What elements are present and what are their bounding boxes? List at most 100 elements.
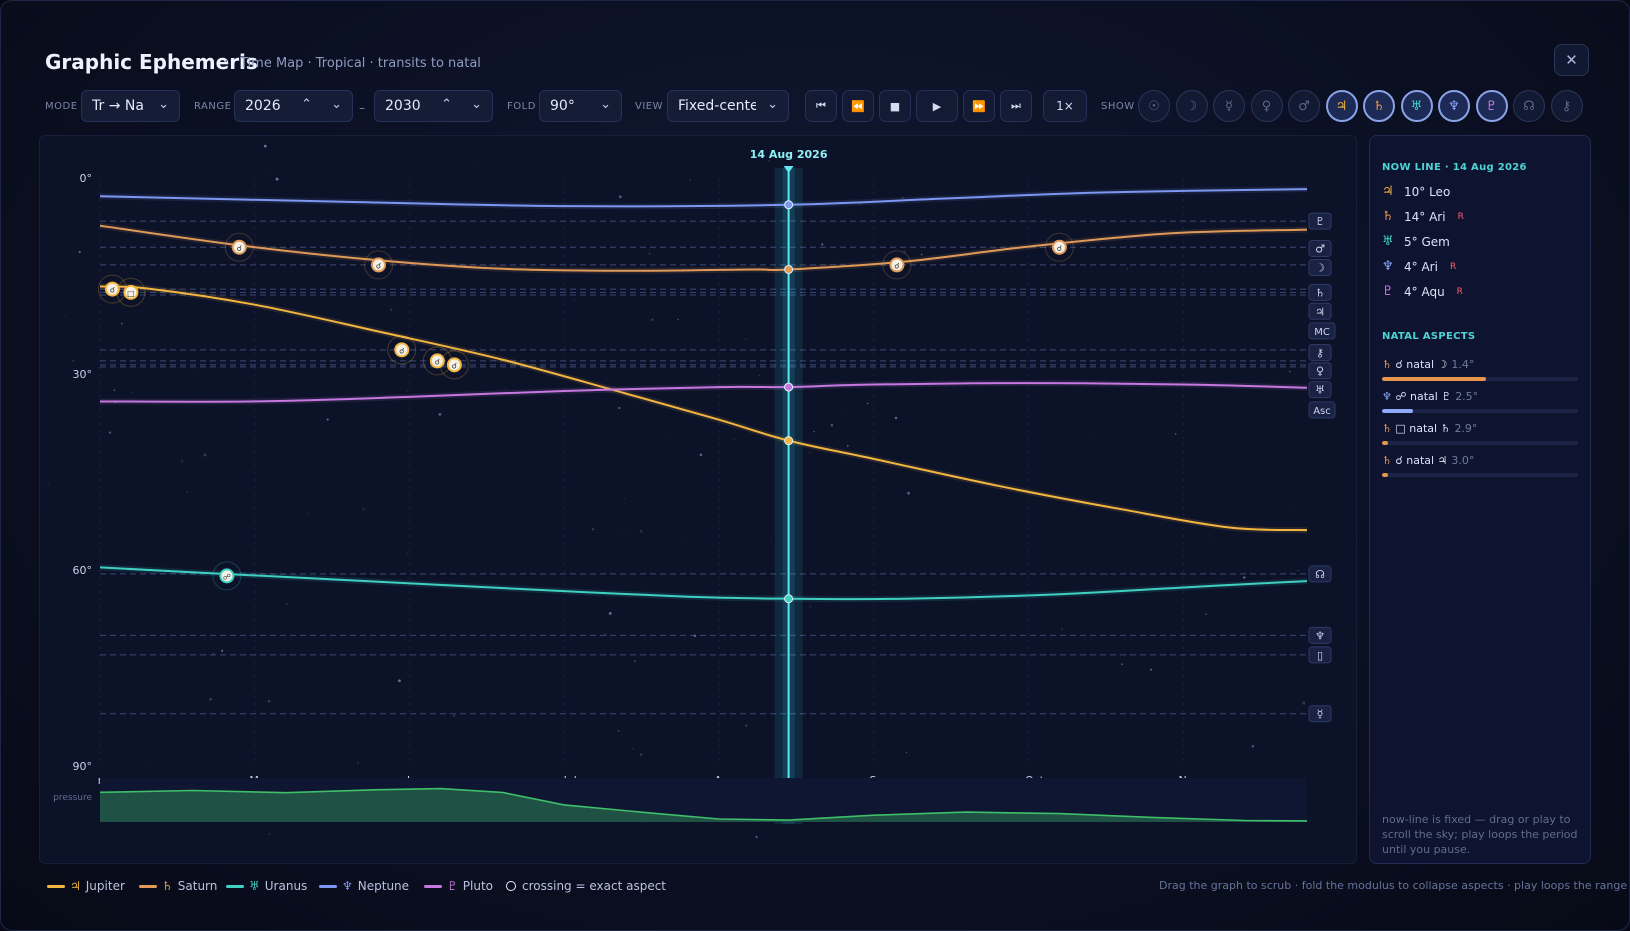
legend-item-neptune: ♆ Neptune [319,879,409,893]
ephemeris-chart[interactable]: 0°30°60°90°rMayJunJulAugSepOctNov14 Aug … [40,136,1358,865]
star-dot [263,144,267,148]
natal-label-glyph-icon: ♅ [1315,384,1325,397]
y-tick-label: 30° [73,368,93,381]
aspect-glyph-icon: ☌ [110,286,115,295]
skip-last-button[interactable]: ⏭ [1000,90,1032,122]
view-value: Fixed-center [678,98,756,114]
range-label: RANGE [194,101,232,112]
stop-button[interactable]: ■ [879,90,911,122]
toggle-moon[interactable]: ☽ [1175,90,1208,122]
planet-glyph-icon: ♅ [249,879,260,893]
range-start-stepper[interactable]: 2026 ⌃ ⌄ [234,90,353,122]
play-icon: ▶ [932,99,942,113]
toggle-node[interactable]: ☊ [1513,90,1545,122]
natal-label-glyph-icon: ♇ [1315,215,1325,228]
close-button[interactable]: ✕ [1554,44,1589,76]
usage-hint: Drag the graph to scrub · fold the modul… [1159,879,1628,892]
time-map-plot[interactable]: 0°30°60°90°rMayJunJulAugSepOctNov14 Aug … [39,135,1357,864]
now-line-header: NOW LINE · 14 Aug 2026 [1382,162,1527,173]
planet-glyph-icon: ♄ [1382,358,1396,371]
legend-label: Uranus [264,879,308,893]
mode-value: Tr → Na [92,98,144,114]
star-dot [1243,576,1246,579]
natal-label-chip [1308,322,1336,340]
series-glow-uranus [99,564,1308,603]
aspect-glyph-icon: ☌ [1057,244,1062,253]
aspect-orb: 1.4° [1451,358,1475,371]
skip-start-icon: ⏮ [816,99,826,112]
range-start-value: 2026 [245,98,281,114]
aspect-glyph-icon: ☌ [894,261,899,270]
star-dot [821,243,824,246]
aspect-strength-fill [1382,441,1388,445]
star-dot [755,835,758,839]
star-dot [357,762,360,764]
star-dot [194,373,195,375]
toggle-chiron[interactable]: ⚷ [1550,90,1583,122]
step-forward-button[interactable]: ⏩ [963,90,995,122]
view-select[interactable]: Fixed-center ⌄ [667,90,789,122]
star-dot [903,250,906,254]
toggle-mars[interactable]: ♂ [1288,90,1320,122]
jupiter-icon: ♃ [1335,98,1348,114]
chevron-up-icon[interactable]: ⌃ [441,97,452,112]
pluto-icon: ♇ [1485,98,1498,114]
aspect-marker [889,257,905,273]
toggle-neptune[interactable]: ♆ [1438,90,1470,122]
toggle-sun[interactable]: ☉ [1138,90,1170,122]
chevron-up-icon[interactable]: ⌃ [301,97,312,112]
natal-aspects-header: NATAL ASPECTS [1382,331,1476,342]
speed-button[interactable]: 1× [1043,90,1087,122]
chevron-down-icon[interactable]: ⌄ [471,97,482,112]
now-line-caret-icon [783,166,794,173]
neptune-icon: ♆ [1448,98,1460,114]
star-dot [677,318,679,321]
star-dot [1174,433,1177,435]
star-dot [1302,701,1306,705]
natal-label-glyph-icon: ♃ [1315,305,1325,318]
planet-glyph-icon: ♅ [1382,234,1394,249]
star-dot [286,603,288,605]
retrograde-badge: R [1457,211,1464,222]
series-line-jupiter [99,285,1308,532]
legend-label: crossing = exact aspect [522,879,667,893]
chevron-down-icon[interactable]: ⌄ [331,97,342,112]
planet-glyph-icon: ♇ [1382,284,1394,299]
star-dot [758,374,760,376]
planet-glyph-icon: ♆ [1382,259,1394,274]
step-back-button[interactable]: ⏪ [842,90,874,122]
planet-glyph-icon: ♃ [70,879,81,893]
star-dot [289,356,291,358]
star-dot [632,747,634,750]
fold-select[interactable]: 90° ⌄ [539,90,622,122]
series-glow-jupiter [99,283,1308,534]
mode-select[interactable]: Tr → Na ⌄ [81,90,180,122]
star-dot [180,460,184,463]
skip-end-icon: ⏭ [1011,99,1021,112]
star-dot [78,250,81,254]
toggle-uranus[interactable]: ♅ [1400,90,1433,122]
legend-item-uranus: ♅ Uranus [226,879,307,893]
aspect-marker [219,568,235,584]
chevron-down-icon: ⌄ [158,97,169,112]
skip-first-button[interactable]: ⏮ [805,90,837,122]
natal-aspect-row: ♄ □ natal ♄ 2.9° [1382,422,1477,435]
aspect-marker [429,353,445,369]
range-end-stepper[interactable]: 2030 ⌃ ⌄ [374,90,493,122]
natal-label-chip [1308,646,1332,664]
star-dot [438,413,442,416]
star-dot [745,338,747,341]
toggle-mercury[interactable]: ☿ [1213,90,1245,122]
star-dot [1294,503,1296,505]
star-dot [147,760,149,762]
toggle-saturn[interactable]: ♄ [1363,90,1395,122]
star-dot [1120,663,1123,666]
natal-label-chip [1308,626,1332,644]
aspect-halo [364,250,394,280]
toggle-jupiter[interactable]: ♃ [1325,90,1358,122]
play-button[interactable]: ▶ [916,90,958,122]
toggle-pluto[interactable]: ♇ [1475,90,1508,122]
planet-glyph-icon: ♆ [1382,390,1396,403]
toggle-venus[interactable]: ♀ [1250,90,1283,122]
star-dot [564,342,566,343]
